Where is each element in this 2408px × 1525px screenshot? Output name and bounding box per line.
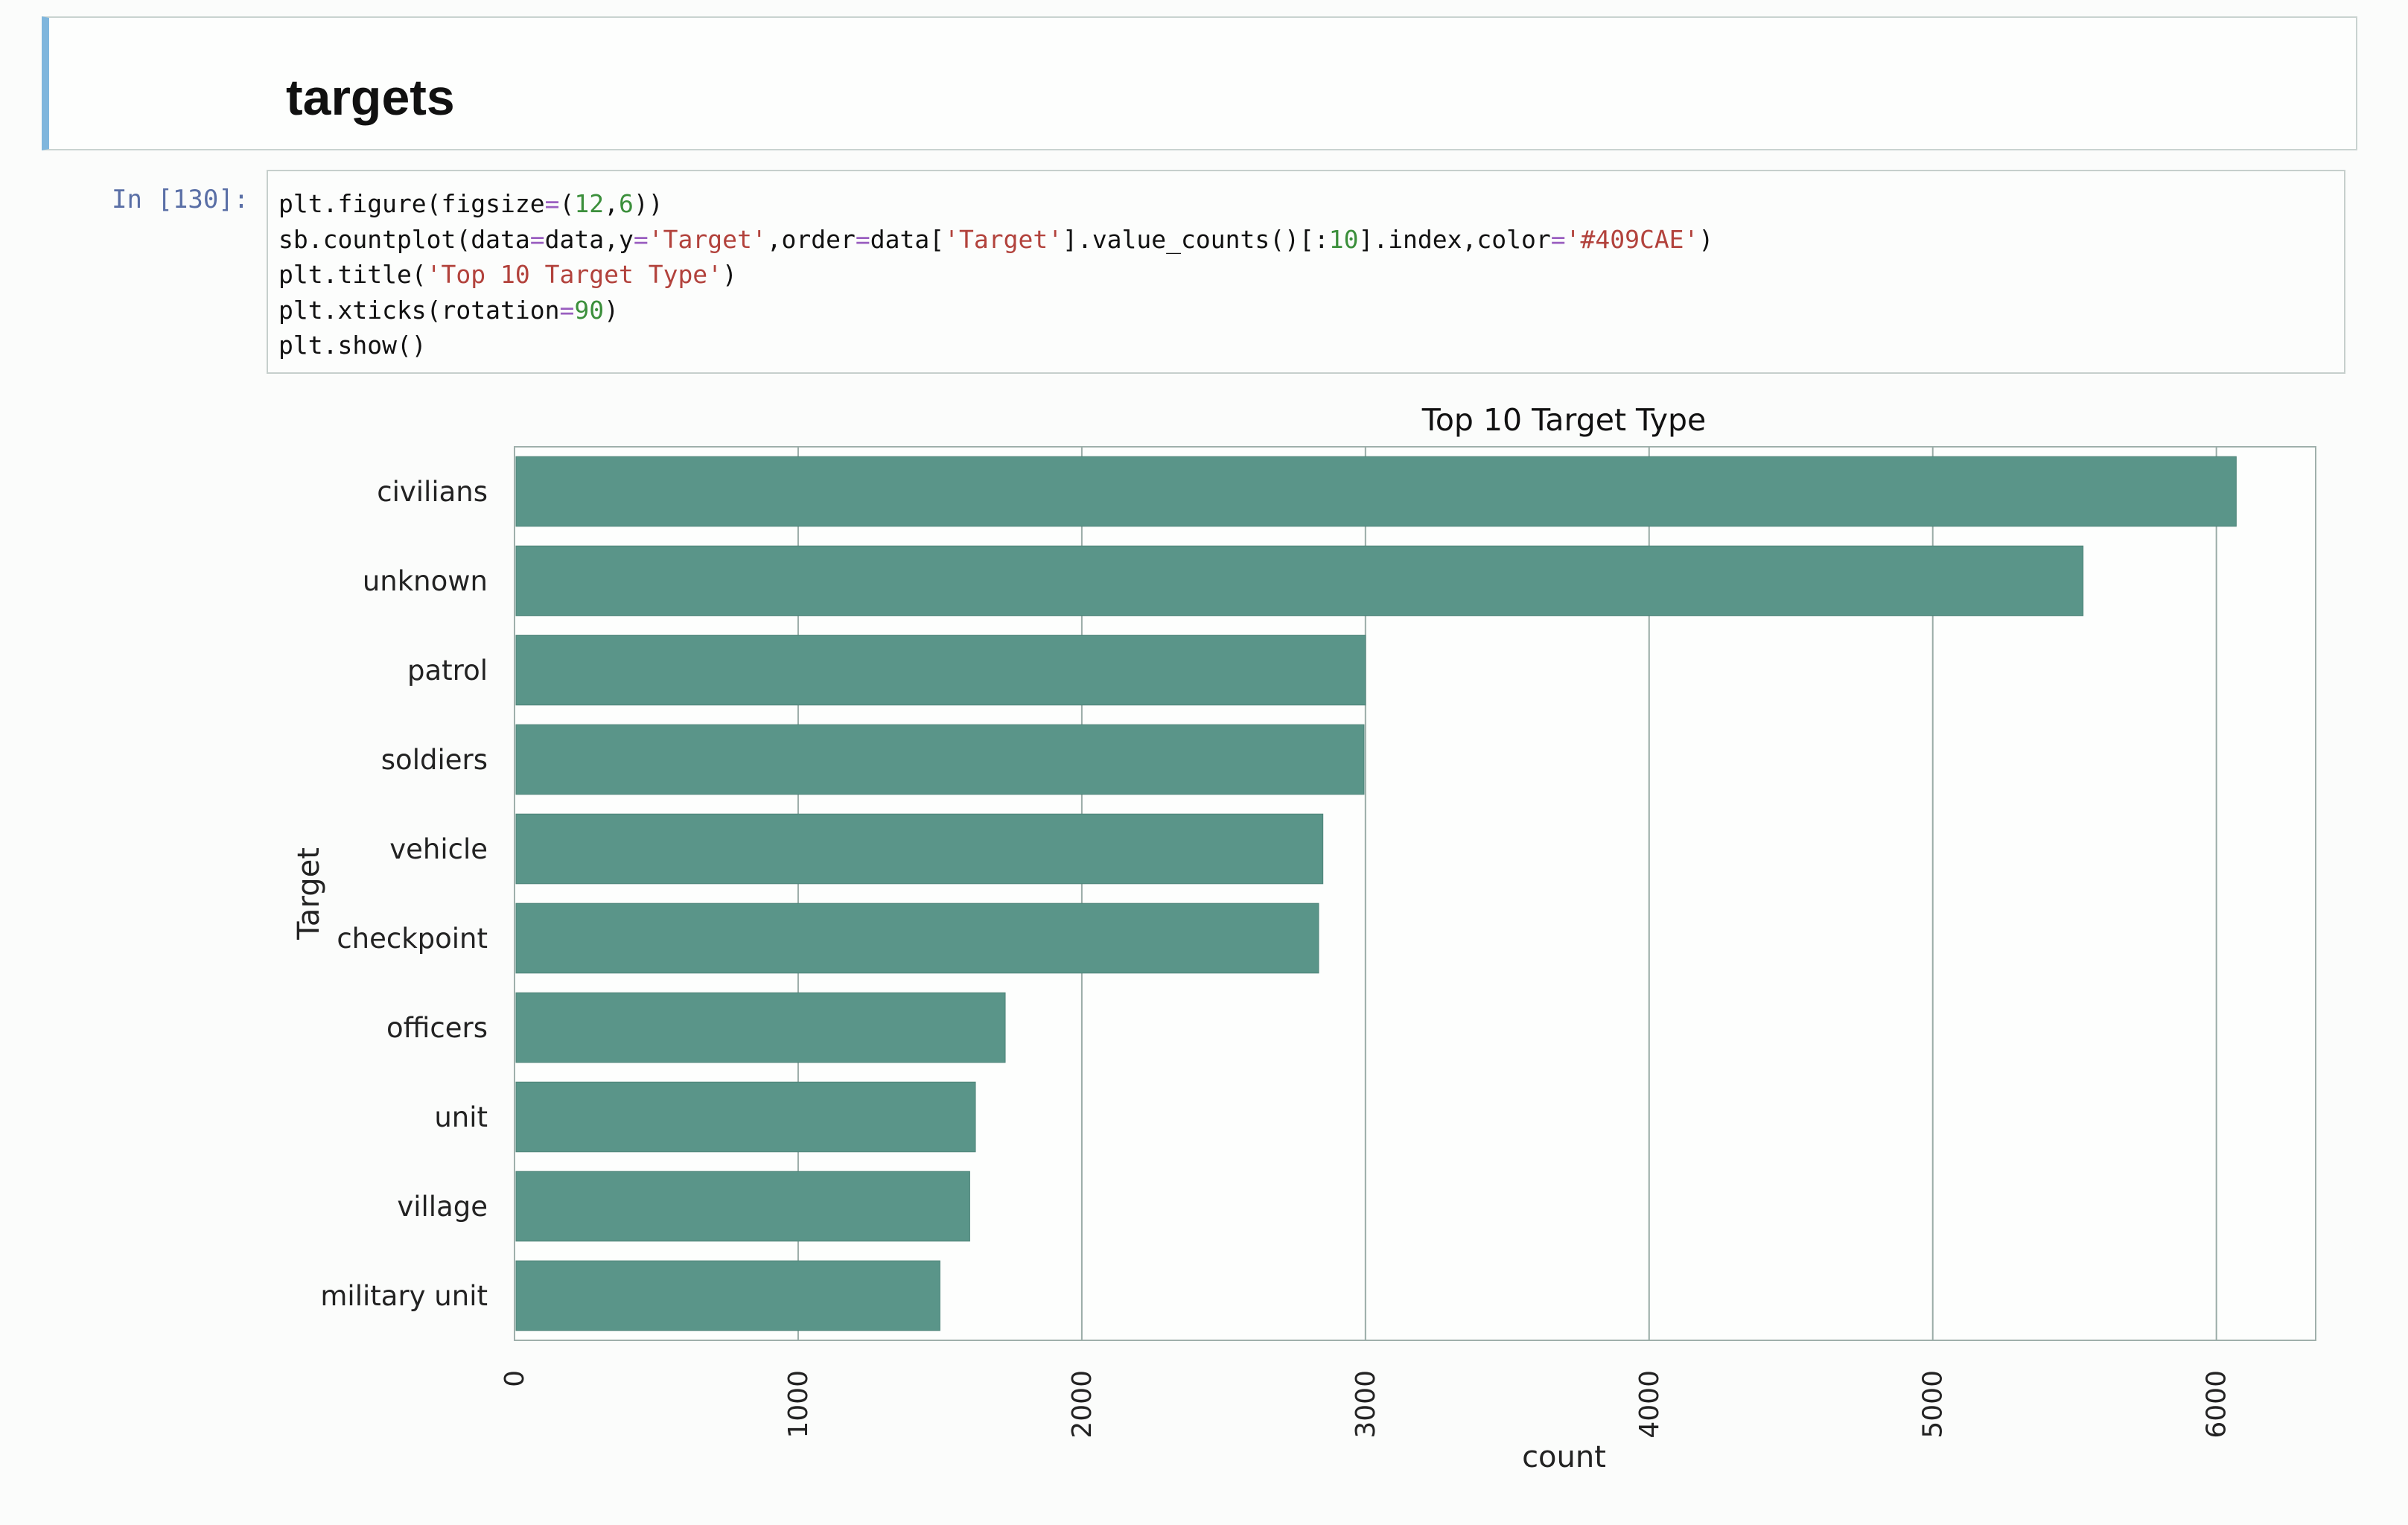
x-tick-label: 5000 xyxy=(1918,1370,1949,1439)
bar xyxy=(515,813,1324,885)
y-tick-label: checkpoint xyxy=(337,923,488,955)
code-token: ,order xyxy=(766,224,856,254)
x-tick-label: 3000 xyxy=(1351,1370,1381,1439)
code-token: = xyxy=(855,224,870,254)
code-token: ].value_counts()[: xyxy=(1063,224,1329,254)
code-token: sb.countplot(data xyxy=(278,224,530,254)
code-token: plt.title( xyxy=(278,260,427,289)
bar xyxy=(515,545,2084,617)
code-token: = xyxy=(633,224,649,254)
code-line: plt.xticks(rotation=90) xyxy=(278,293,2334,328)
code-token: 6 xyxy=(619,189,634,218)
bar xyxy=(515,456,2237,527)
x-tick-label: 2000 xyxy=(1067,1370,1098,1439)
y-tick-label: unit xyxy=(434,1101,488,1133)
code-cell[interactable]: plt.figure(figsize=(12,6)) sb.countplot(d… xyxy=(267,170,2345,374)
x-tick-label: 1000 xyxy=(783,1370,814,1439)
code-token: 'Target' xyxy=(648,224,767,254)
code-line: plt.title('Top 10 Target Type') xyxy=(278,257,2334,293)
y-tick-label: vehicle xyxy=(389,833,488,865)
cell-prompt: In [130]: xyxy=(112,185,249,214)
code-token: ].index,color xyxy=(1358,224,1551,254)
code-line: sb.countplot(data=data,y='Target',order=… xyxy=(278,222,2334,258)
markdown-cell[interactable]: targets xyxy=(42,16,2357,150)
code-token: plt.figure(figsize xyxy=(278,189,545,218)
code-token: plt.show() xyxy=(278,331,427,360)
x-axis-label: count xyxy=(1522,1440,1606,1474)
code-token: , xyxy=(604,189,619,218)
markdown-heading: targets xyxy=(286,69,455,126)
bar xyxy=(515,1081,976,1153)
code-token: )) xyxy=(633,189,663,218)
code-token: 90 xyxy=(574,295,605,325)
code-token: ) xyxy=(1698,224,1714,254)
code-token: 10 xyxy=(1328,224,1359,254)
code-token: = xyxy=(529,224,545,254)
code-token: 'Target' xyxy=(944,224,1063,254)
y-axis-label: Target xyxy=(292,847,326,940)
code-token: ) xyxy=(604,295,619,325)
bar xyxy=(515,902,1319,974)
code-token: plt.xticks(rotation xyxy=(278,295,560,325)
code-token: data[ xyxy=(870,224,945,254)
y-tick-label: officers xyxy=(386,1012,488,1044)
code-line: plt.show() xyxy=(278,328,2334,363)
code-token: data,y xyxy=(544,224,634,254)
y-tick-label: civilians xyxy=(377,476,488,508)
bar xyxy=(515,1260,940,1331)
bar xyxy=(515,992,1006,1063)
bar xyxy=(515,724,1365,795)
y-tick-label: military unit xyxy=(320,1280,488,1312)
code-token: ( xyxy=(559,189,575,218)
code-token: = xyxy=(1550,224,1566,254)
code-token: = xyxy=(544,189,560,218)
y-tick-label: soldiers xyxy=(381,744,488,776)
y-tick-label: patrol xyxy=(407,655,488,687)
x-tick-label: 4000 xyxy=(1634,1370,1665,1439)
bar xyxy=(515,634,1366,706)
x-tick-label: 6000 xyxy=(2202,1370,2232,1439)
y-tick-label: unknown xyxy=(363,565,488,597)
code-token: ) xyxy=(722,260,737,289)
bar xyxy=(515,1171,970,1242)
code-token: 12 xyxy=(574,189,605,218)
code-line: plt.figure(figsize=(12,6)) xyxy=(278,186,2334,222)
chart-title: Top 10 Target Type xyxy=(1421,402,1706,438)
code-token: = xyxy=(559,295,575,325)
y-tick-label: village xyxy=(397,1191,488,1223)
code-token: 'Top 10 Target Type' xyxy=(426,260,723,289)
x-tick-label: 0 xyxy=(500,1370,530,1387)
code-token: '#409CAE' xyxy=(1565,224,1699,254)
